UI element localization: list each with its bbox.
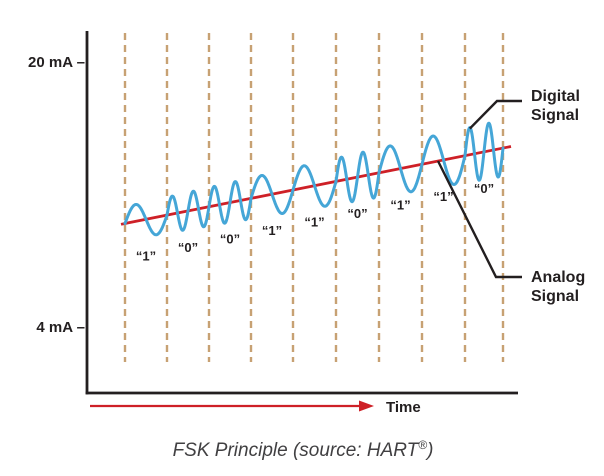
registered-trademark-icon: ® [418,438,427,452]
bit-label-2: “0” [178,240,198,255]
bit-label-9: “0” [474,181,494,196]
time-axis-annotation: Time [90,399,421,416]
figure-caption: FSK Principle (source: HART®) [173,438,434,461]
bit-label-5: “1” [304,215,324,230]
bit-label-8: “1” [433,189,453,204]
y-tick-20ma: 20 mA – [28,54,85,71]
analog-signal-line [120,145,512,226]
time-axis-label: Time [386,399,421,416]
bit-labels: “1” “0” “0” “1” “1” “0” “1” “1” “0” [136,181,494,263]
digital-signal-wave [123,121,505,237]
figure-caption-main: FSK Principle (source: HART [173,440,420,461]
digital-signal-label-line2: Signal [531,107,579,124]
bit-label-6: “0” [347,206,367,221]
bit-label-7: “1” [390,198,410,213]
analog-signal-label-line2: Signal [531,288,579,305]
bit-label-4: “1” [262,223,282,238]
time-arrowhead-icon [359,400,374,412]
analog-signal-label-line1: Analog [531,269,585,286]
digital-signal-label-line1: Digital [531,88,580,105]
bit-period-gridlines [123,33,505,362]
bit-label-1: “1” [136,248,156,263]
figure-caption-close: ) [425,440,433,461]
analog-signal-leader-line [436,160,522,279]
digital-signal-leader-line [468,99,522,130]
bit-label-3: “0” [220,232,240,247]
y-tick-4ma: 4 mA – [36,319,85,336]
